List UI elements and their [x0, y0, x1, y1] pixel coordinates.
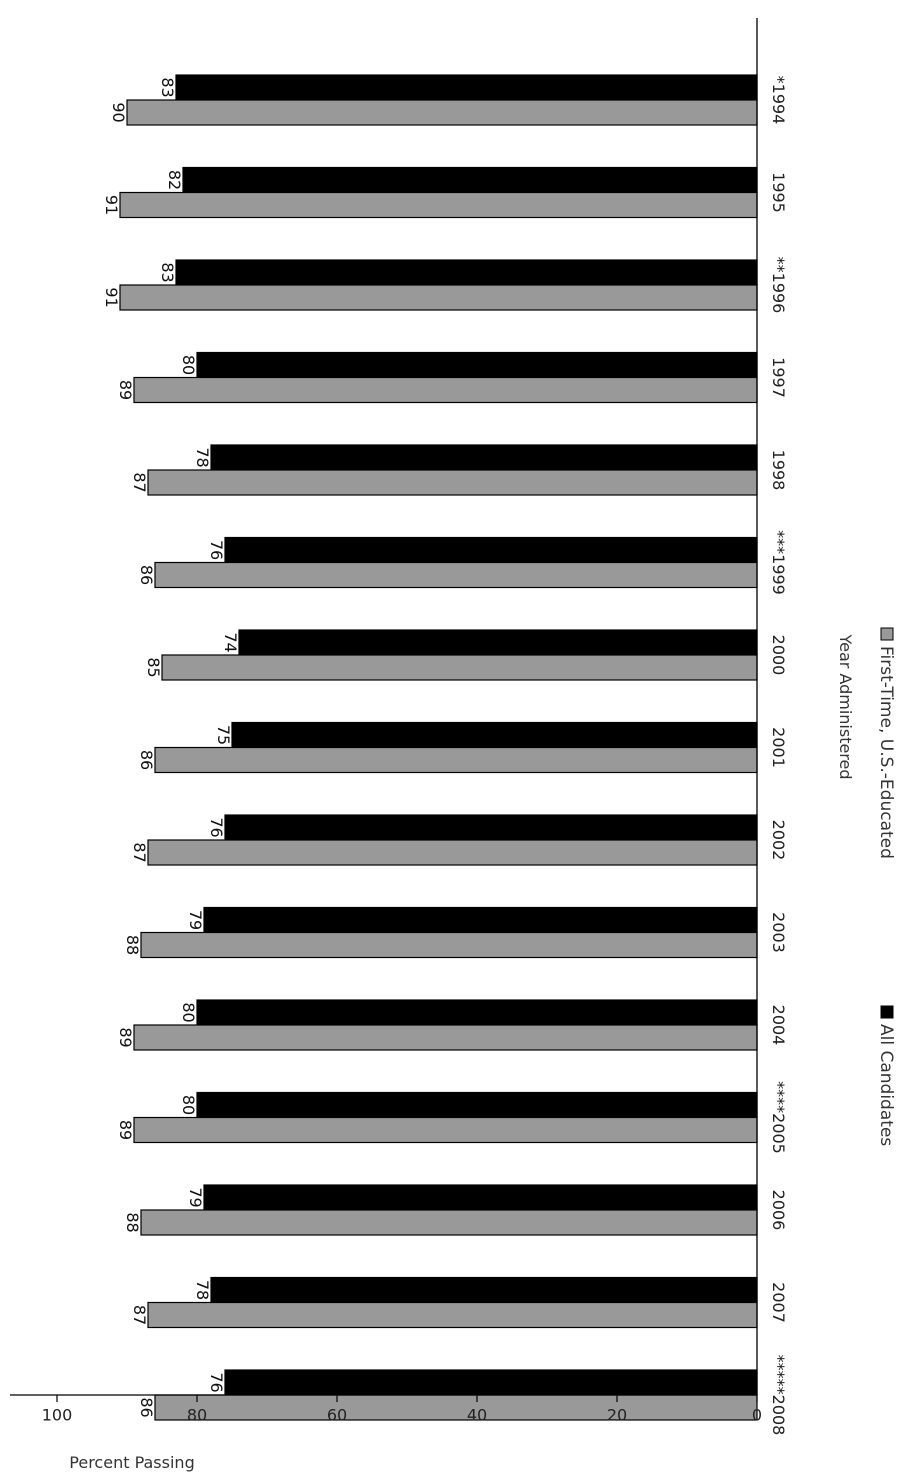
bar-first-time-u-s-educated-1994: [126, 99, 758, 126]
data-label-first-time-u-s-educated-2002: 87: [130, 842, 149, 862]
legend-swatch-first-time: [880, 627, 894, 641]
bar-first-time-u-s-educated-2005: [133, 1116, 758, 1144]
data-label-all-candidates-2007: 78: [193, 1280, 212, 1300]
data-label-all-candidates-2006: 79: [186, 1187, 205, 1207]
bar-all-candidates-2008: [224, 1369, 758, 1396]
bar-first-time-u-s-educated-2007: [147, 1301, 758, 1329]
bar-first-time-u-s-educated-2006: [140, 1209, 758, 1236]
x-tick-label-1996: **1996: [769, 257, 788, 314]
data-label-all-candidates-1994: 83: [158, 77, 177, 97]
bar-all-candidates-2002: [224, 814, 758, 841]
data-label-all-candidates-1998: 78: [193, 447, 212, 467]
data-label-all-candidates-2004: 80: [179, 1002, 198, 1022]
x-tick-label-2006: 2006: [769, 1190, 788, 1231]
bar-all-candidates-1997: [196, 351, 758, 379]
bar-all-candidates-2004: [196, 999, 758, 1026]
data-label-first-time-u-s-educated-2003: 88: [123, 935, 142, 955]
y-tick-label-60: 60: [327, 1406, 347, 1425]
data-label-first-time-u-s-educated-2007: 87: [130, 1305, 149, 1325]
y-tick-label-40: 40: [467, 1406, 487, 1425]
data-label-first-time-u-s-educated-2000: 85: [144, 657, 163, 677]
x-tick-label-2007: 2007: [769, 1282, 788, 1323]
bar-first-time-u-s-educated-1996: [119, 284, 758, 311]
y-tick-label-100: 100: [42, 1406, 73, 1425]
bar-all-candidates-1996: [175, 259, 758, 286]
data-label-first-time-u-s-educated-1999: 86: [137, 565, 156, 585]
data-label-first-time-u-s-educated-1995: 91: [102, 195, 121, 215]
legend-swatch-all-candidates: [880, 1005, 894, 1019]
y-axis-title: Percent Passing: [69, 1453, 194, 1472]
x-tick-label-1995: 1995: [769, 172, 788, 213]
x-tick-label-2003: 2003: [769, 912, 788, 953]
x-tick-label-2004: 2004: [769, 1005, 788, 1046]
bar-first-time-u-s-educated-2004: [133, 1024, 758, 1051]
bar-first-time-u-s-educated-2000: [161, 654, 758, 681]
x-tick-label-1998: 1998: [769, 450, 788, 491]
x-tick-label-1997: 1997: [769, 357, 788, 398]
bar-all-candidates-1998: [210, 444, 758, 471]
data-label-first-time-u-s-educated-2008: 86: [137, 1397, 156, 1417]
data-label-all-candidates-1995: 82: [165, 170, 184, 190]
y-tick-label-0: 0: [752, 1406, 762, 1425]
data-label-first-time-u-s-educated-1996: 91: [102, 287, 121, 307]
data-label-first-time-u-s-educated-2004: 89: [116, 1027, 135, 1047]
bar-all-candidates-2000: [238, 629, 758, 656]
x-tick-layer: *1994 1995 **1996 1997 1998 ***1999 2000 2001 20…: [769, 76, 788, 1436]
bar-all-candidates-1995: [182, 166, 758, 194]
bar-first-time-u-s-educated-2008: [154, 1394, 758, 1421]
bar-first-time-u-s-educated-1998: [147, 469, 758, 496]
data-label-first-time-u-s-educated-2005: 89: [116, 1120, 135, 1140]
x-tick-label-2000: 2000: [769, 635, 788, 676]
bar-all-candidates-1994: [175, 74, 758, 101]
chart-canvas: 83 90 82 91 83 91 80 89 78 87 76 86 74 85 75 86 76 87 79 88…: [10, 18, 896, 1472]
x-tick-label-2005: ****2005: [769, 1081, 788, 1154]
data-label-all-candidates-1999: 76: [207, 540, 226, 560]
bar-all-candidates-2007: [210, 1276, 758, 1304]
bar-first-time-u-s-educated-1995: [119, 191, 758, 219]
data-label-all-candidates-2003: 79: [186, 910, 205, 930]
data-label-all-candidates-1996: 83: [158, 262, 177, 282]
data-label-all-candidates-2002: 76: [207, 817, 226, 837]
value-label-layer: 83 90 82 91 83 91 80 89 78 87 76 86 74 85 75 86 76 87 79 88…: [102, 77, 240, 1417]
bar-all-candidates-2006: [203, 1184, 758, 1211]
y-tick-label-20: 20: [607, 1406, 627, 1425]
bar-first-time-u-s-educated-2003: [140, 931, 758, 959]
data-label-first-time-u-s-educated-2001: 86: [137, 750, 156, 770]
bar-all-candidates-2001: [231, 721, 758, 749]
x-tick-label-1994: *1994: [769, 76, 788, 125]
data-label-first-time-u-s-educated-1997: 89: [116, 380, 135, 400]
x-tick-label-2001: 2001: [769, 727, 788, 768]
legend: All Candidates First-Time, U.S.-Educated: [876, 627, 896, 1146]
legend-label-all-candidates: All Candidates: [876, 1024, 896, 1146]
data-label-first-time-u-s-educated-1994: 90: [109, 102, 128, 122]
bar-first-time-u-s-educated-1997: [133, 376, 758, 404]
data-label-all-candidates-2001: 75: [214, 725, 233, 745]
x-axis-title: Year Administered: [836, 633, 855, 779]
bar-layer: [119, 74, 758, 1421]
data-label-all-candidates-1997: 80: [179, 355, 198, 375]
y-tick-layer: 0 20 40 60 80 100: [42, 1395, 762, 1425]
bar-all-candidates-1999: [224, 536, 758, 564]
data-label-all-candidates-2000: 74: [221, 632, 240, 652]
x-tick-label-2008: *****2008: [769, 1355, 788, 1436]
data-label-first-time-u-s-educated-2006: 88: [123, 1212, 142, 1232]
data-label-all-candidates-2005: 80: [179, 1095, 198, 1115]
data-label-first-time-u-s-educated-1998: 87: [130, 472, 149, 492]
bar-first-time-u-s-educated-2001: [154, 746, 758, 774]
data-label-all-candidates-2008: 76: [207, 1372, 226, 1392]
bar-first-time-u-s-educated-1999: [154, 561, 758, 589]
legend-label-first-time: First-Time, U.S.-Educated: [876, 646, 896, 859]
bar-all-candidates-2003: [203, 906, 758, 934]
x-tick-label-1999: ***1999: [769, 530, 788, 595]
bar-first-time-u-s-educated-2002: [147, 839, 758, 866]
y-tick-label-80: 80: [187, 1406, 207, 1425]
x-tick-label-2002: 2002: [769, 820, 788, 861]
bar-all-candidates-2005: [196, 1091, 758, 1119]
